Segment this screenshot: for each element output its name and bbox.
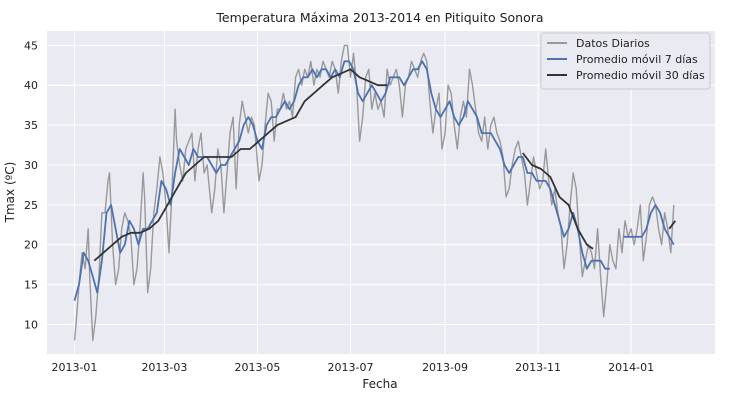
y-tick-label: 25 [24, 199, 38, 212]
y-tick-label: 30 [24, 159, 38, 172]
series-line-promedio-m-vil-30-d-as [93, 68, 388, 262]
y-tick-label: 10 [24, 318, 38, 331]
x-tick-label: 2013-09 [422, 361, 468, 374]
series-layer [73, 44, 677, 342]
x-tick-label: 2013-03 [141, 361, 187, 374]
x-tick-label: 2014-01 [608, 361, 654, 374]
series-line-30d-segment [668, 220, 677, 230]
legend-label: Promedio móvil 7 días [576, 53, 698, 66]
x-tick-label: 2013-01 [51, 361, 97, 374]
y-tick-label: 15 [24, 279, 38, 292]
legend-label: Datos Diarios [576, 37, 650, 50]
x-tick-label: 2013-11 [515, 361, 561, 374]
legend: Datos Diarios Promedio móvil 7 días Promed… [540, 32, 711, 90]
x-tick-label: 2013-05 [234, 361, 280, 374]
y-tick-label: 45 [24, 39, 38, 52]
y-tick-label: 40 [24, 79, 38, 92]
x-tick-label: 2013-07 [328, 361, 374, 374]
legend-box [540, 32, 711, 90]
y-axis-label: Tmax (ºC) [3, 162, 17, 224]
y-tick-label: 20 [24, 239, 38, 252]
chart-title: Temperatura Máxima 2013-2014 en Pitiquit… [215, 10, 543, 25]
series-line-datos-diarios [73, 44, 675, 342]
series-line-30d-segment [522, 152, 594, 250]
y-tick-label: 35 [24, 119, 38, 132]
legend-label: Promedio móvil 30 días [576, 69, 705, 82]
y-tick-labels: 10 15 20 25 30 35 40 45 [24, 39, 38, 331]
x-axis-label: Fecha [362, 377, 397, 391]
x-tick-labels: 2013-01 2013-03 2013-05 2013-07 2013-09 2013-… [51, 361, 654, 374]
series-line-promedio-m-vil-7-d-as [73, 60, 675, 301]
